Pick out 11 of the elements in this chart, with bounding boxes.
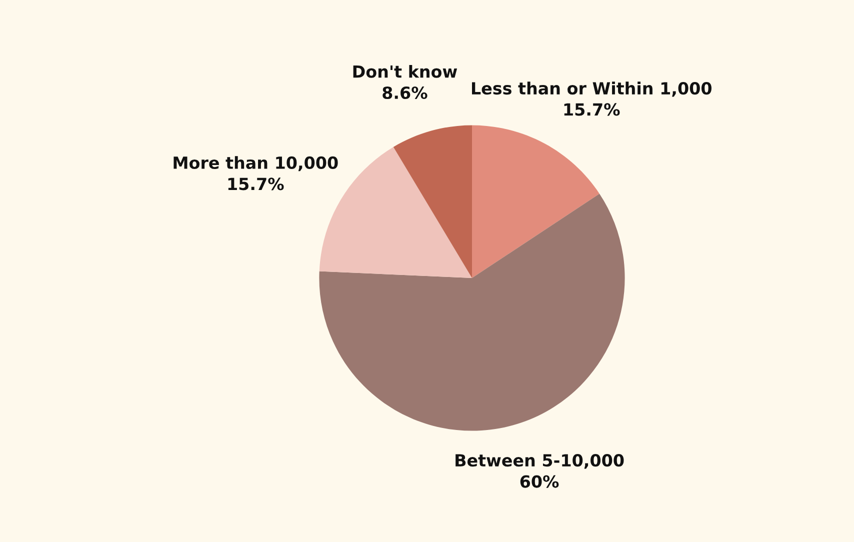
slice-label: Don't know [353, 64, 458, 78]
pie-slice [319, 194, 625, 431]
slice-label: Less than or Within 1,000 [472, 82, 712, 97]
data-label: 15.7% [564, 103, 620, 116]
data-label: 8.6% [382, 86, 428, 100]
pie-slice [472, 125, 600, 278]
pie-slice [393, 125, 472, 278]
slice-label: More than 10,000 [174, 156, 338, 172]
data-label: 60% [520, 475, 559, 488]
slice-label: Between 5-10,000 [456, 454, 624, 469]
data-label: 15.7% [228, 178, 284, 190]
